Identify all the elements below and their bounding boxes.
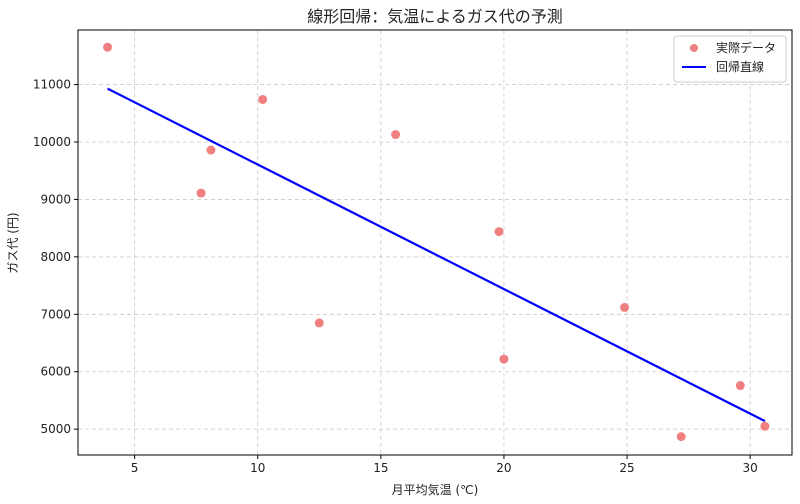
legend-marker-actual — [690, 44, 698, 52]
data-point — [676, 432, 686, 442]
x-tick-label: 15 — [373, 461, 388, 475]
y-axis-label: ガス代 (円) — [6, 212, 20, 273]
regression-line — [107, 87, 766, 423]
chart-title: 線形回帰：気温によるガス代の予測 — [307, 7, 563, 26]
y-tick-label: 11000 — [33, 78, 71, 92]
data-point — [760, 421, 770, 431]
legend-label-actual: 実際データ — [716, 40, 776, 55]
data-point — [103, 42, 113, 52]
data-point — [499, 354, 509, 364]
x-tick-label: 10 — [250, 461, 265, 475]
y-tick-label: 9000 — [40, 192, 71, 206]
data-point — [314, 318, 324, 328]
x-tick-label: 30 — [743, 461, 758, 475]
y-tick-label: 10000 — [33, 135, 71, 149]
x-tick-label: 20 — [496, 461, 511, 475]
legend-label-regression: 回帰直線 — [716, 59, 764, 74]
x-tick-label: 5 — [131, 461, 139, 475]
data-point — [391, 130, 401, 140]
plot-frame — [77, 29, 793, 456]
y-tick-label: 6000 — [40, 365, 71, 379]
legend: 実際データ 回帰直線 — [673, 35, 787, 83]
data-point — [258, 94, 268, 104]
data-point — [206, 145, 216, 155]
y-tick-label: 7000 — [40, 307, 71, 321]
grid — [78, 30, 792, 455]
data-point — [735, 381, 745, 391]
plot-area — [103, 42, 770, 442]
data-point — [620, 302, 630, 312]
y-tick-label: 8000 — [40, 250, 71, 264]
y-tick-label: 5000 — [40, 422, 71, 436]
data-point — [196, 188, 206, 198]
x-axis-label: 月平均気温 (℃) — [392, 482, 479, 497]
axes: 5 10 15 20 25 30 5000 6000 7000 8000 9000 10000 1100… — [33, 78, 758, 475]
legend-box — [673, 35, 787, 83]
x-tick-label: 25 — [619, 461, 634, 475]
data-point — [494, 227, 504, 237]
